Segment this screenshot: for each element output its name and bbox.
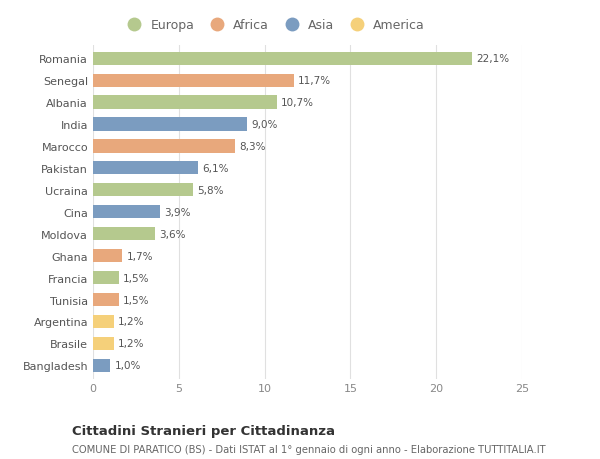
Text: 11,7%: 11,7%	[298, 76, 331, 86]
Text: 1,0%: 1,0%	[115, 361, 141, 370]
Bar	[93, 118, 247, 131]
Text: 9,0%: 9,0%	[252, 120, 278, 130]
Bar	[93, 206, 160, 219]
Text: 1,5%: 1,5%	[123, 295, 149, 305]
Bar	[93, 52, 472, 66]
Bar	[93, 96, 277, 109]
Bar	[93, 140, 235, 153]
Bar	[93, 315, 113, 328]
Text: 10,7%: 10,7%	[281, 98, 314, 108]
Text: 22,1%: 22,1%	[476, 54, 509, 64]
Bar	[93, 228, 155, 241]
Text: 1,7%: 1,7%	[127, 251, 153, 261]
Bar	[93, 184, 193, 197]
Bar	[93, 271, 119, 285]
Bar	[93, 74, 294, 88]
Text: 1,2%: 1,2%	[118, 317, 145, 327]
Text: 3,6%: 3,6%	[159, 229, 185, 239]
Text: 5,8%: 5,8%	[197, 185, 223, 196]
Text: 6,1%: 6,1%	[202, 163, 229, 174]
Text: COMUNE DI PARATICO (BS) - Dati ISTAT al 1° gennaio di ogni anno - Elaborazione T: COMUNE DI PARATICO (BS) - Dati ISTAT al …	[72, 444, 545, 454]
Text: 1,2%: 1,2%	[118, 339, 145, 349]
Text: 1,5%: 1,5%	[123, 273, 149, 283]
Bar	[93, 293, 119, 307]
Bar	[93, 359, 110, 372]
Text: Cittadini Stranieri per Cittadinanza: Cittadini Stranieri per Cittadinanza	[72, 425, 335, 437]
Legend: Europa, Africa, Asia, America: Europa, Africa, Asia, America	[122, 19, 425, 32]
Text: 8,3%: 8,3%	[240, 142, 266, 151]
Bar	[93, 337, 113, 350]
Bar	[93, 250, 122, 263]
Text: 3,9%: 3,9%	[164, 207, 191, 217]
Bar	[93, 162, 197, 175]
